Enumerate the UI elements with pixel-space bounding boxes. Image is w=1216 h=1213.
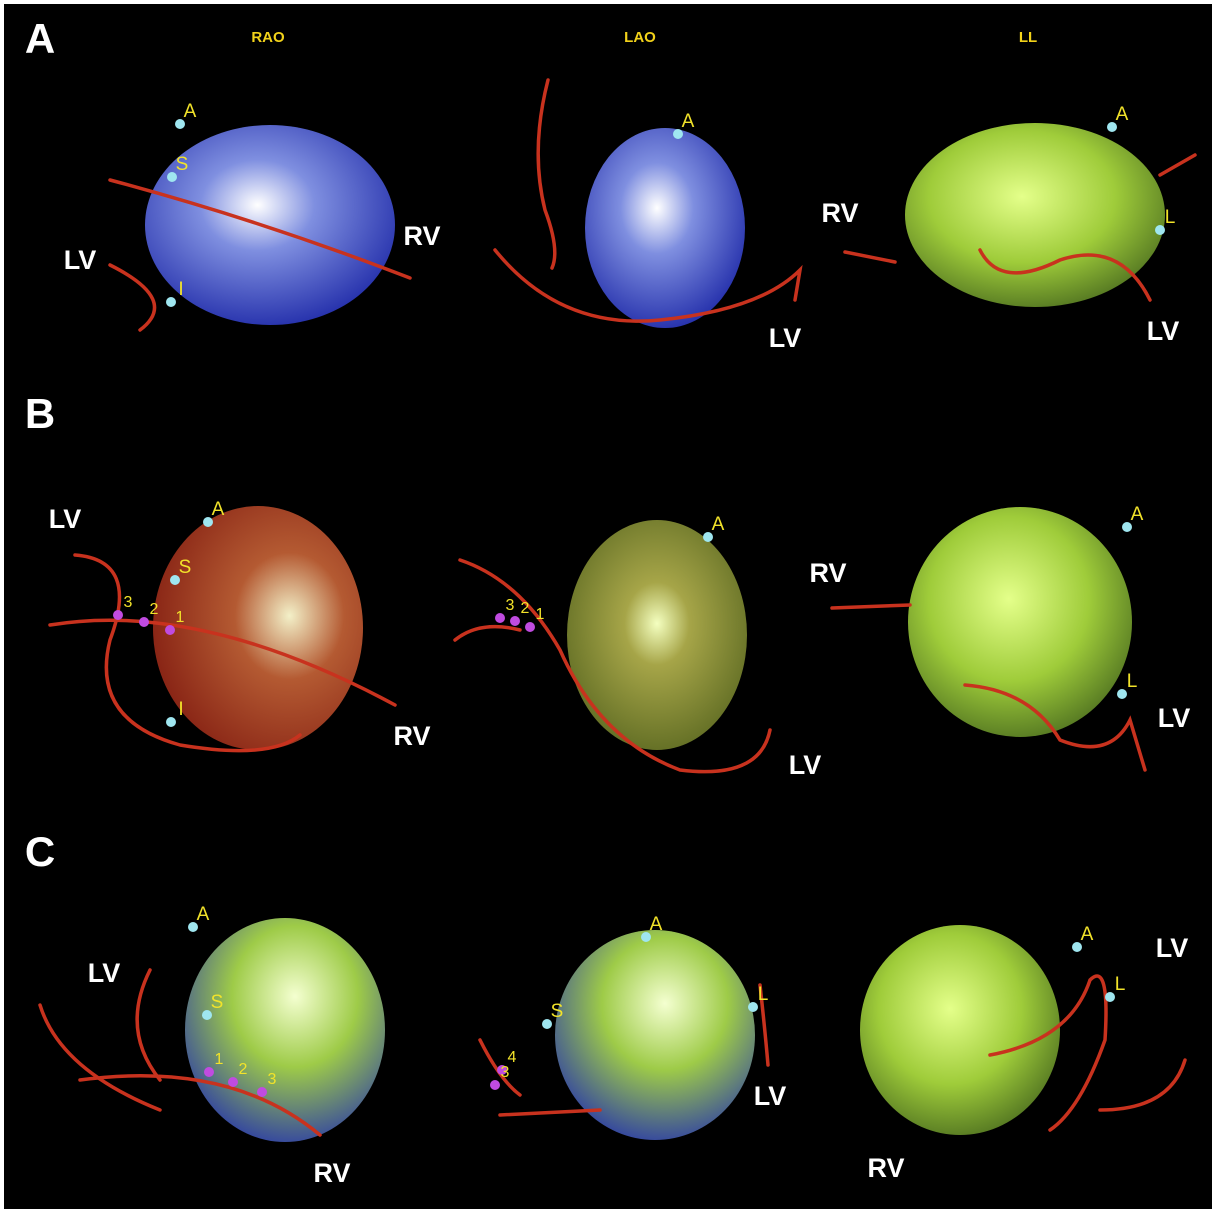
marker	[165, 625, 175, 635]
chamber-label: LV	[769, 323, 802, 353]
figure: ARAOASILVRVLAOALVLLALRVLVBAS321ILVRVA321…	[0, 0, 1216, 1213]
marker	[748, 1002, 758, 1012]
chamber-label: LV	[49, 504, 82, 534]
heart-map	[905, 123, 1165, 307]
landmark-label: S	[176, 154, 189, 175]
heart-maps	[145, 123, 1165, 1142]
landmark-label: L	[758, 984, 769, 1005]
pacing-site-label: 1	[215, 1051, 224, 1068]
heart-map	[567, 520, 747, 750]
view-title: RAO	[251, 29, 285, 46]
marker	[525, 622, 535, 632]
landmark-label: I	[178, 699, 183, 720]
heart-map	[860, 925, 1060, 1135]
marker	[204, 1067, 214, 1077]
landmark-label: A	[650, 914, 663, 935]
marker	[139, 617, 149, 627]
landmark-label: A	[197, 904, 210, 925]
landmark-label: A	[1131, 504, 1144, 525]
marker	[1117, 689, 1127, 699]
pacing-site-label: 1	[536, 606, 545, 623]
panel-label: B	[25, 390, 55, 437]
chamber-label: LV	[754, 1081, 787, 1111]
landmark-label: S	[551, 1001, 564, 1022]
pacing-site-label: 3	[124, 594, 133, 611]
marker	[228, 1077, 238, 1087]
landmark-label: S	[211, 992, 224, 1013]
heart-map	[185, 918, 385, 1142]
marker	[1155, 225, 1165, 235]
landmark-label: S	[179, 557, 192, 578]
marker	[257, 1087, 267, 1097]
marker	[113, 610, 123, 620]
pacing-site-label: 2	[521, 600, 530, 617]
chamber-label: RV	[393, 721, 430, 751]
landmark-label: L	[1127, 671, 1138, 692]
marker	[495, 613, 505, 623]
chamber-label: LV	[1156, 933, 1189, 963]
landmark-label: I	[178, 279, 183, 300]
panel-label: A	[25, 15, 55, 62]
marker	[166, 717, 176, 727]
heart-map	[585, 128, 745, 328]
chamber-label: LV	[1147, 316, 1180, 346]
landmark-label: A	[184, 101, 197, 122]
pacing-site-label: 3	[268, 1071, 277, 1088]
marker	[490, 1080, 500, 1090]
pacing-site-label: 3	[506, 597, 515, 614]
pacing-site-label: 3	[501, 1064, 510, 1081]
landmark-label: A	[1081, 924, 1094, 945]
chamber-label: RV	[809, 558, 846, 588]
panel-label: C	[25, 828, 55, 875]
chamber-label: LV	[1158, 703, 1191, 733]
pacing-site-label: 2	[150, 601, 159, 618]
marker	[166, 297, 176, 307]
heart-map	[555, 930, 755, 1140]
pacing-site-label: 2	[239, 1061, 248, 1078]
landmark-label: A	[212, 499, 225, 520]
chamber-label: RV	[867, 1153, 904, 1183]
landmark-label: A	[682, 111, 695, 132]
chamber-label: LV	[789, 750, 822, 780]
landmark-label: L	[1115, 974, 1126, 995]
landmark-label: A	[712, 514, 725, 535]
view-title: LL	[1019, 29, 1037, 46]
chamber-label: RV	[821, 198, 858, 228]
chamber-label: RV	[403, 221, 440, 251]
landmark-label: L	[1165, 207, 1176, 228]
pacing-site-label: 1	[176, 609, 185, 626]
view-title: LAO	[624, 29, 656, 46]
chamber-label: LV	[88, 958, 121, 988]
landmark-label: A	[1116, 104, 1129, 125]
chamber-label: LV	[64, 245, 97, 275]
chamber-label: RV	[313, 1158, 350, 1188]
marker	[1105, 992, 1115, 1002]
marker	[510, 616, 520, 626]
